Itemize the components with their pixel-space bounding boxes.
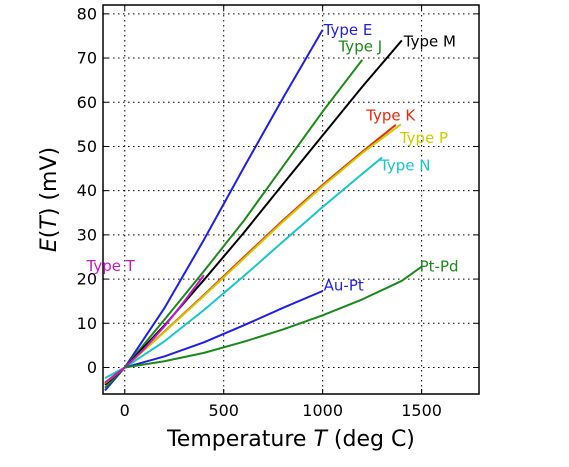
- series-line-type-t: [104, 274, 205, 384]
- series-label-type-j: Type J: [337, 38, 382, 56]
- y-axis-title: E(T) (mV): [37, 147, 62, 252]
- x-tick-label: 1000: [302, 401, 343, 420]
- series-line-type-m: [104, 39, 403, 386]
- y-tick-label: 10: [77, 314, 97, 333]
- series-label-type-m: Type M: [403, 32, 456, 50]
- y-tick-label: 60: [77, 93, 97, 112]
- series-label-type-p: Type P: [399, 129, 448, 147]
- series-line-type-e: [104, 29, 324, 392]
- y-tick-label: 50: [77, 137, 97, 156]
- x-tick-label: 500: [208, 401, 239, 420]
- x-tick-label: 1500: [401, 401, 442, 420]
- y-tick-label: 30: [77, 225, 97, 244]
- y-tick-label: 0: [87, 358, 97, 377]
- series-label-type-t: Type T: [86, 257, 136, 275]
- y-tick-label: 40: [77, 181, 97, 200]
- series-label-pt-pd: Pt-Pd: [420, 258, 459, 276]
- x-tick-label: 0: [120, 401, 130, 420]
- y-tick-label: 70: [77, 49, 97, 68]
- series-label-type-k: Type K: [365, 107, 416, 125]
- y-tick-label: 20: [77, 270, 97, 289]
- series-label-type-n: Type N: [379, 157, 430, 175]
- series-line-au-pt: [124, 290, 324, 369]
- y-tick-label: 80: [77, 4, 97, 23]
- series-label-au-pt: Au-Pt: [324, 276, 364, 294]
- series-label-type-e: Type E: [323, 21, 373, 39]
- series-layer: [104, 29, 423, 392]
- tick-layer: 0 500 1000 1500 0 10 20 30 40 50 60 70 80: [77, 4, 479, 420]
- plot-frame: [102, 4, 480, 395]
- series-line-type-n: [104, 156, 383, 379]
- series-line-pt-pd: [124, 265, 423, 369]
- x-axis-title: Temperature T (deg C): [166, 427, 415, 452]
